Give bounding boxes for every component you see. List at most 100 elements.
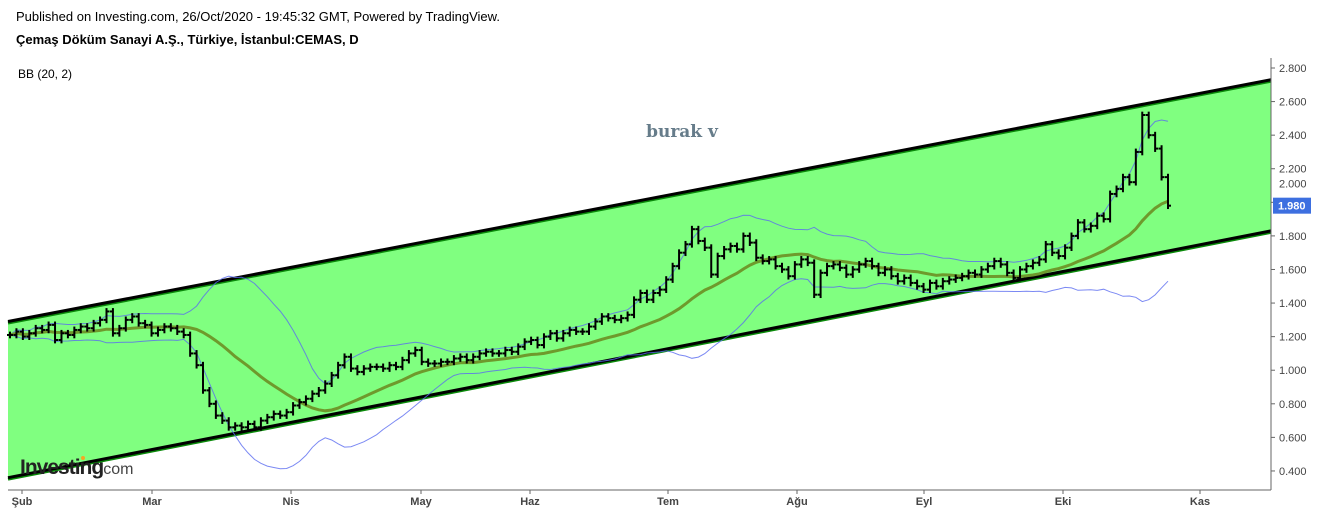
ohlc-bar	[251, 420, 258, 431]
ohlc-bar	[90, 319, 97, 332]
ohlc-bar	[1094, 212, 1101, 230]
ohlc-bar	[933, 279, 940, 290]
ohlc-bar	[1100, 212, 1107, 223]
ohlc-bar	[798, 256, 805, 268]
ohlc-bar	[817, 269, 824, 299]
ohlc-bar	[1107, 190, 1114, 223]
y-tick-label: 2.200	[1279, 164, 1307, 176]
ohlc-bar	[212, 400, 219, 419]
y-tick-label: 1.800	[1279, 231, 1307, 243]
ohlc-bar	[444, 358, 451, 366]
ohlc-bar	[264, 413, 271, 424]
ohlc-bar	[309, 390, 316, 403]
y-tick-label: 1.600	[1279, 264, 1307, 276]
ohlc-bar	[586, 323, 592, 335]
ohlc-bar	[238, 422, 245, 431]
ohlc-bar	[270, 410, 277, 421]
ohlc-bar	[553, 329, 560, 342]
ohlc-bar	[637, 289, 644, 304]
ohlc-bar	[952, 274, 959, 283]
ohlc-bar	[1132, 148, 1139, 186]
ohlc-bar	[1119, 173, 1126, 193]
ohlc-bar	[32, 324, 39, 337]
ohlc-bar	[740, 232, 747, 253]
ohlc-bar	[598, 313, 605, 325]
ohlc-bar	[1023, 262, 1030, 273]
ohlc-bar	[946, 276, 953, 285]
ohlc-bar	[1049, 240, 1056, 257]
ohlc-bar	[84, 323, 91, 332]
ohlc-bar	[843, 264, 850, 278]
ohlc-bar	[97, 316, 104, 327]
ohlc-bar	[1126, 173, 1133, 186]
ohlc-bar	[142, 319, 149, 329]
ohlc-bar	[154, 326, 161, 337]
ohlc-bar	[71, 326, 78, 339]
ohlc-bar	[283, 408, 290, 419]
ohlc-bar	[714, 252, 721, 278]
ohlc-bar	[791, 261, 798, 280]
ohlc-bar	[534, 336, 541, 349]
ohlc-bar	[579, 328, 586, 335]
ohlc-bar	[109, 308, 116, 337]
ohlc-bar	[225, 417, 232, 431]
x-tick-label: May	[410, 496, 432, 508]
ohlc-bar	[418, 346, 425, 366]
ohlc-bar	[1087, 222, 1094, 233]
ohlc-bar	[753, 239, 760, 262]
ohlc-bar	[688, 225, 695, 248]
ohlc-bar	[19, 328, 26, 340]
ohlc-bar	[232, 422, 239, 431]
y-tick-label: 1.400	[1279, 298, 1307, 310]
ohlc-bar	[849, 266, 856, 278]
ohlc-bar	[341, 353, 348, 369]
ohlc-bar	[856, 261, 863, 273]
x-tick-label: Tem	[657, 496, 679, 508]
ohlc-bar	[483, 348, 490, 357]
x-tick-label: Haz	[520, 496, 540, 508]
ohlc-bar	[772, 256, 779, 270]
ohlc-bar	[701, 237, 708, 252]
ohlc-bar	[290, 402, 297, 416]
ohlc-bar	[425, 358, 432, 367]
ohlc-bar	[862, 257, 869, 268]
ohlc-bar	[450, 355, 457, 366]
y-tick-label: 0.400	[1279, 466, 1307, 478]
ohlc-bar	[540, 333, 547, 349]
ohlc-bars	[7, 111, 1171, 431]
ohlc-bar	[1036, 256, 1043, 267]
ohlc-bar	[894, 272, 901, 285]
ohlc-bar	[438, 358, 445, 367]
ohlc-bar	[650, 289, 657, 304]
ohlc-bar	[669, 262, 676, 283]
x-tick-label: Kas	[1190, 496, 1210, 508]
ohlc-bar	[1004, 261, 1011, 277]
last-price-badge	[1273, 197, 1311, 214]
x-tick-label: Eyl	[916, 496, 933, 508]
ohlc-bar	[991, 257, 998, 270]
ohlc-bar	[888, 266, 895, 280]
ohlc-bar	[984, 262, 991, 273]
ohlc-bar	[972, 269, 978, 278]
ohlc-bar	[476, 350, 483, 361]
investing-logo: Investingcom	[20, 456, 133, 479]
ohlc-bar	[978, 266, 985, 278]
ohlc-bar	[997, 257, 1004, 268]
ohlc-bar	[116, 324, 123, 337]
ohlc-bar	[52, 321, 59, 344]
ohlc-bar	[663, 276, 670, 293]
ohlc-bar	[1152, 131, 1159, 152]
x-tick-label: Mar	[142, 496, 162, 508]
x-tick-label: Nis	[282, 496, 299, 508]
ohlc-bar	[727, 242, 734, 253]
ohlc-bar	[26, 329, 33, 340]
ohlc-bar	[926, 279, 933, 293]
indicator-label[interactable]: BB (20, 2)	[18, 67, 73, 81]
ohlc-bar	[914, 279, 921, 290]
ohlc-bar	[733, 242, 740, 253]
y-tick-label: 0.600	[1279, 432, 1307, 444]
ohlc-bar	[508, 346, 515, 356]
ohlc-bar	[1068, 232, 1075, 252]
